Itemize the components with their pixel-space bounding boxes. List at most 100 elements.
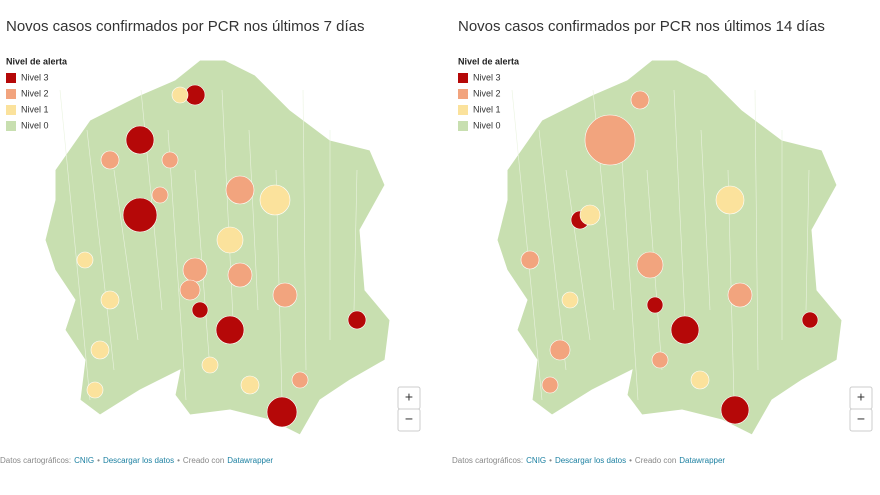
- municipality: [179, 279, 201, 301]
- map-panel: Novos casos confirmados por PCR nos últi…: [0, 18, 421, 465]
- legend-item: Nivel 3: [21, 72, 49, 82]
- municipality: [125, 125, 155, 155]
- municipality: [520, 250, 540, 270]
- municipality: [720, 395, 750, 425]
- map: [496, 59, 843, 436]
- footer-text: •: [177, 456, 180, 465]
- municipality-border: [673, 89, 687, 341]
- legend-swatch: [6, 121, 16, 131]
- municipality: [347, 310, 367, 330]
- municipality: [727, 282, 753, 308]
- municipality: [584, 114, 636, 166]
- footer-link[interactable]: Descargar los datos: [103, 456, 174, 465]
- municipality-border: [805, 169, 810, 311]
- municipality: [90, 340, 110, 360]
- footer-text: •: [549, 456, 552, 465]
- map-title: Novos casos confirmados por PCR nos últi…: [6, 18, 364, 35]
- municipality: [215, 315, 245, 345]
- footer-link[interactable]: CNIG: [526, 456, 546, 465]
- municipality: [122, 197, 158, 233]
- municipality-border: [754, 89, 759, 371]
- footer-link[interactable]: Datawrapper: [227, 456, 273, 465]
- municipality: [266, 396, 298, 428]
- legend-item: Nivel 0: [473, 120, 501, 130]
- municipality: [579, 204, 601, 226]
- zoom-label[interactable]: −: [405, 411, 413, 427]
- municipality: [201, 356, 219, 374]
- municipality: [670, 315, 700, 345]
- legend-title: Nivel de alerta: [458, 56, 520, 66]
- municipality: [151, 186, 169, 204]
- municipality-border: [538, 129, 567, 371]
- municipality-border: [113, 169, 139, 341]
- municipality-border: [248, 129, 259, 311]
- legend-swatch: [6, 105, 16, 115]
- legend-title: Nivel de alerta: [6, 56, 68, 66]
- footer-link[interactable]: Descargar los datos: [555, 456, 626, 465]
- footer-text: Datos cartográficos:: [452, 456, 523, 465]
- municipality: [549, 339, 571, 361]
- municipality-border: [353, 169, 358, 311]
- municipality: [259, 184, 291, 216]
- footer: Datos cartográficos: CNIG • Descargar los d…: [0, 456, 273, 465]
- municipality-border: [167, 129, 187, 401]
- municipality: [216, 226, 244, 254]
- municipality: [76, 251, 94, 269]
- municipality: [646, 296, 664, 314]
- zoom-button[interactable]: [849, 408, 873, 432]
- municipality: [541, 376, 559, 394]
- municipality: [272, 282, 298, 308]
- municipality: [225, 175, 255, 205]
- municipality: [715, 185, 745, 215]
- municipality: [801, 311, 819, 329]
- municipality: [651, 351, 669, 369]
- legend-swatch: [458, 89, 468, 99]
- footer-text: Datos cartográficos:: [0, 456, 71, 465]
- municipality-border: [700, 129, 711, 311]
- legend-swatch: [6, 89, 16, 99]
- legend-item: Nivel 1: [21, 104, 49, 114]
- zoom-button[interactable]: [397, 408, 421, 432]
- map-panel: Novos casos confirmados por PCR nos últi…: [452, 18, 873, 465]
- footer-text: Creado con: [635, 456, 676, 465]
- legend-item: Nivel 0: [21, 120, 49, 130]
- footer: Datos cartográficos: CNIG • Descargar los d…: [452, 456, 725, 465]
- municipality: [240, 375, 260, 395]
- municipality: [100, 150, 120, 170]
- municipality: [161, 151, 179, 169]
- legend-item: Nivel 3: [473, 72, 501, 82]
- legend-item: Nivel 2: [473, 88, 501, 98]
- zoom-label[interactable]: +: [857, 389, 865, 405]
- municipality: [171, 86, 189, 104]
- footer-text: •: [97, 456, 100, 465]
- footer-text: Creado con: [183, 456, 224, 465]
- municipality-border: [86, 129, 115, 371]
- legend-swatch: [6, 73, 16, 83]
- municipality: [636, 251, 664, 279]
- municipality: [561, 291, 579, 309]
- map-title: Novos casos confirmados por PCR nos últi…: [458, 18, 825, 35]
- municipality-border: [619, 129, 639, 401]
- footer-text: •: [629, 456, 632, 465]
- legend-item: Nivel 2: [21, 88, 49, 98]
- municipality: [191, 301, 209, 319]
- municipality: [690, 370, 710, 390]
- municipality: [630, 90, 650, 110]
- municipality: [100, 290, 120, 310]
- legend-swatch: [458, 73, 468, 83]
- zoom-label[interactable]: +: [405, 389, 413, 405]
- municipality-border: [302, 89, 307, 371]
- municipality-border: [59, 89, 91, 401]
- municipality: [291, 371, 309, 389]
- municipality-border: [511, 89, 543, 401]
- municipality: [227, 262, 253, 288]
- footer-link[interactable]: CNIG: [74, 456, 94, 465]
- municipality-border: [221, 89, 235, 341]
- municipality: [86, 381, 104, 399]
- map: [44, 59, 391, 436]
- footer-link[interactable]: Datawrapper: [679, 456, 725, 465]
- municipality-border: [565, 169, 591, 341]
- zoom-label[interactable]: −: [857, 411, 865, 427]
- legend-swatch: [458, 105, 468, 115]
